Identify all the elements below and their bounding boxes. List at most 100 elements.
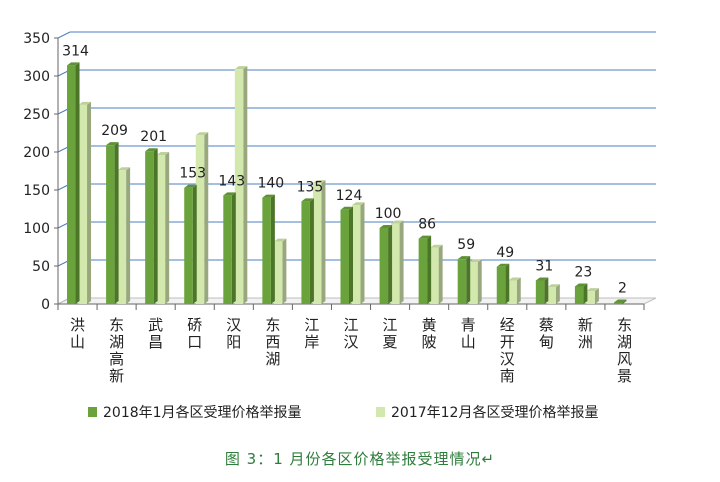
bar-series-2: [352, 205, 361, 304]
bar-series-2: [391, 223, 400, 304]
legend: 2018年1月各区受理价格举报量 2017年12月各区受理价格举报量: [88, 402, 688, 424]
data-label: 31: [535, 258, 553, 274]
x-tick-label: 西: [265, 333, 280, 351]
x-tick-label: 新: [109, 367, 124, 385]
bar-series-2-side: [360, 202, 365, 304]
bar-series-2-side: [126, 167, 131, 304]
legend-item-series-2: 2017年12月各区受理价格举报量: [376, 402, 598, 422]
bar-series-2: [508, 280, 517, 304]
x-tick-label: 口: [187, 333, 202, 351]
bar-series-2-side: [555, 284, 560, 304]
x-tick-label: 汉: [343, 333, 358, 351]
bar-series-1: [301, 201, 310, 304]
x-tick-label: 武: [148, 316, 163, 334]
x-tick-label: 东: [109, 316, 124, 334]
x-tick-label: 经: [500, 316, 515, 334]
bar-chart: 050100150200250300350314洪山209东湖高新201武昌15…: [23, 31, 657, 385]
bar-series-1: [145, 151, 154, 304]
bar-series-2-side: [282, 238, 287, 304]
x-tick-label: 新: [578, 316, 593, 334]
y-tick-label: 300: [23, 69, 50, 85]
x-tick-label: 江: [383, 316, 398, 334]
legend-swatch-series-2: [376, 407, 385, 417]
gridline-depth: [57, 31, 71, 39]
bar-series-1-top: [535, 277, 549, 281]
bar-series-1: [340, 209, 349, 304]
x-tick-label: 青: [461, 316, 476, 334]
data-label: 140: [257, 176, 284, 192]
x-tick-label: 湖: [265, 350, 280, 368]
x-tick-label: 甸: [539, 333, 554, 351]
bar-series-2-side: [477, 259, 482, 304]
bar-series-2: [156, 155, 166, 304]
data-label: 153: [179, 166, 206, 182]
x-tick-label: 风: [617, 350, 632, 368]
x-tick-label: 阳: [226, 333, 241, 351]
bar-series-1: [262, 197, 271, 304]
bar-series-2-top: [352, 202, 365, 206]
bar-series-2: [273, 241, 283, 304]
bar-series-2-top: [312, 180, 326, 184]
bar-series-2-side: [438, 244, 443, 304]
bar-series-1-top: [301, 198, 314, 202]
x-tick-label: 江: [304, 316, 319, 334]
bar-series-2-top: [469, 259, 482, 263]
x-tick-label: 江: [343, 316, 358, 334]
bar-series-1-top: [184, 184, 197, 188]
x-tick-label: 山: [461, 333, 476, 351]
bar-series-2-top: [156, 152, 170, 156]
bar-series-1-top: [457, 256, 471, 260]
bar-series-1-top: [145, 148, 158, 152]
bar-series-2: [586, 291, 595, 304]
bar-series-1-top: [262, 194, 275, 198]
bar-series-2: [195, 135, 205, 304]
bar-series-2-top: [195, 132, 209, 136]
data-label: 59: [457, 237, 475, 253]
bar-series-2-top: [508, 277, 521, 281]
bar-series-1-top: [496, 263, 510, 267]
bar-series-1-side: [583, 283, 588, 304]
bar-series-2: [234, 69, 244, 304]
bar-series-2: [312, 183, 322, 304]
bar-series-2-side: [243, 66, 248, 304]
bar-series-2-side: [321, 180, 326, 304]
y-tick-label: 0: [41, 297, 50, 313]
bar-series-2-top: [78, 101, 92, 105]
x-tick-label: 高: [109, 350, 124, 368]
x-tick-label: 蔡: [539, 316, 554, 334]
bar-series-1-top: [340, 206, 353, 210]
bar-series-1: [535, 280, 545, 304]
bar-series-1-side: [622, 299, 627, 304]
legend-label-series-1: 2018年1月各区受理价格举报量: [103, 405, 302, 421]
x-tick-label: 夏: [383, 333, 398, 351]
bar-series-1: [613, 302, 623, 304]
bar-series-2-top: [117, 167, 131, 171]
x-tick-label: 东: [265, 316, 280, 334]
x-tick-label: 南: [500, 367, 515, 385]
bar-series-1-top: [379, 225, 393, 228]
bar-series-1-side: [192, 184, 197, 304]
bar-series-1-top: [67, 62, 80, 66]
x-tick-label: 洪: [70, 316, 85, 334]
bar-series-1-side: [505, 263, 510, 304]
legend-label-series-2: 2017年12月各区受理价格举报量: [391, 405, 599, 421]
bar-series-2-top: [234, 66, 248, 70]
data-label: 49: [496, 245, 514, 261]
x-tick-label: 岸: [304, 333, 319, 351]
y-tick-label: 50: [32, 259, 50, 275]
data-label: 23: [574, 265, 592, 281]
bar-series-2-side: [204, 132, 209, 304]
data-label: 100: [375, 206, 402, 222]
bar-series-2-side: [399, 220, 404, 304]
bar-series-2: [469, 262, 478, 304]
x-tick-label: 汉: [500, 350, 515, 368]
data-label: 201: [140, 129, 167, 145]
data-label: 143: [218, 173, 245, 189]
bar-series-1-side: [349, 206, 353, 304]
bar-series-2-top: [547, 284, 560, 288]
bar-series-1-side: [75, 62, 80, 304]
data-label: 135: [297, 179, 324, 195]
bar-series-1: [457, 259, 467, 304]
bar-series-1: [106, 145, 115, 304]
